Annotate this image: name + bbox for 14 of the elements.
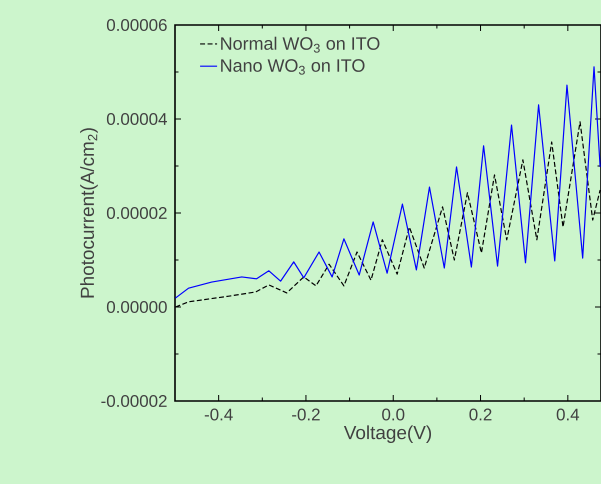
legend-label: Nano WO$_{3}$ on ITO xyxy=(221,59,365,75)
legend-label: Normal WO$_{3}$ on ITO xyxy=(221,36,380,53)
y-axis-title: Photocurrent(A/cm$_{2}$) xyxy=(80,128,98,298)
y-tick-label: 0.00006 xyxy=(106,19,167,32)
x-axis-title: Voltage(V) xyxy=(344,425,432,443)
y-tick-label: 0.00002 xyxy=(106,207,167,219)
x-tick-label: 0.2 xyxy=(469,408,492,421)
x-tick-label: 0.4 xyxy=(556,408,580,421)
y-tick-label: 0.00000 xyxy=(106,301,167,313)
x-tick-label: -0.4 xyxy=(204,408,233,421)
x-tick-label: 0.0 xyxy=(382,408,404,421)
y-tick-label: -0.00002 xyxy=(101,395,167,407)
y-tick-label: 0.00004 xyxy=(106,113,167,126)
x-tick-label: -0.2 xyxy=(292,408,320,421)
